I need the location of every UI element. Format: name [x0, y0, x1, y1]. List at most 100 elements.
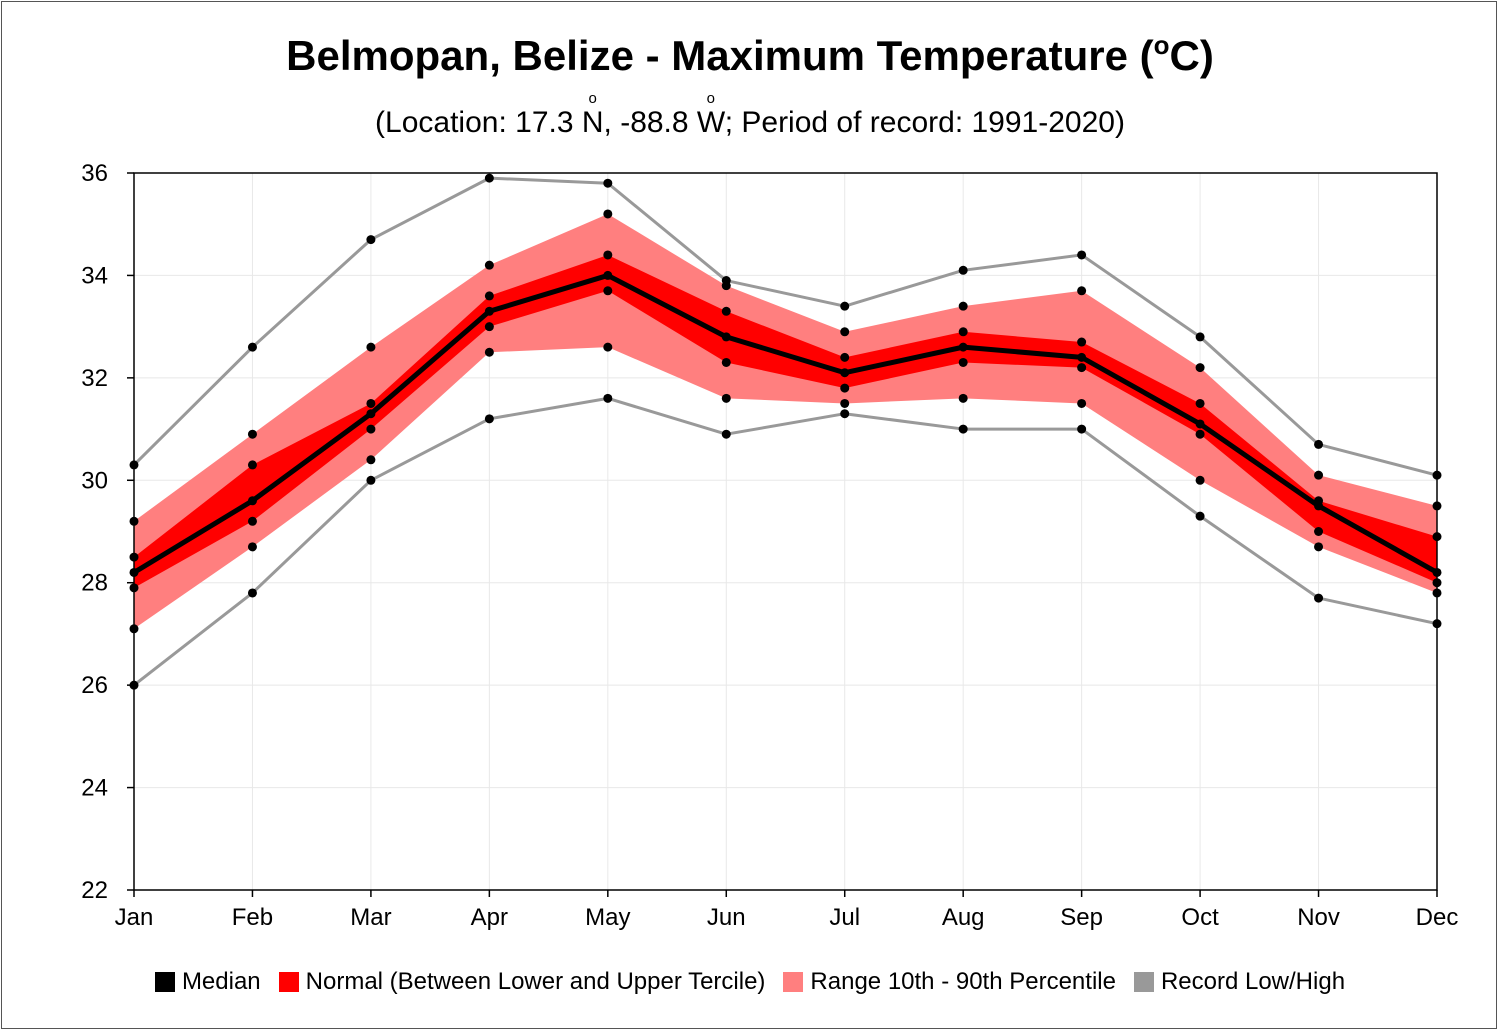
y-tick-label: 32	[81, 365, 108, 392]
data-point	[721, 357, 731, 367]
data-point	[1077, 337, 1087, 347]
legend-label: Normal (Between Lower and Upper Tercile)	[305, 968, 766, 995]
chart-legend: Median Normal (Between Lower and Upper T…	[0, 968, 1500, 996]
record-low-line	[133, 396, 1438, 687]
data-point	[840, 368, 850, 378]
data-point	[484, 306, 494, 316]
x-tick-label: May	[585, 904, 630, 931]
chart-title-degree: o	[1153, 30, 1170, 60]
data-point	[484, 291, 494, 301]
chart-title-unit: C)	[1169, 32, 1214, 79]
data-point	[958, 357, 968, 367]
x-tick-label: Nov	[1297, 904, 1340, 931]
data-point	[603, 342, 613, 352]
data-point	[603, 250, 613, 260]
median-line	[132, 272, 1439, 575]
y-tick-label: 36	[81, 160, 108, 187]
data-point	[840, 383, 850, 393]
data-point	[1195, 419, 1205, 429]
record-high-line	[132, 176, 1438, 477]
legend-swatch	[783, 972, 804, 992]
data-point	[484, 322, 494, 332]
data-point	[247, 496, 257, 506]
legend-item-record: Record Low/High	[1133, 968, 1345, 996]
data-point	[603, 178, 613, 188]
data-point	[1195, 511, 1205, 521]
y-tick-label: 28	[81, 570, 108, 597]
x-tick-label: Aug	[942, 904, 985, 931]
plot-border	[133, 172, 1438, 891]
percentile-range-band	[134, 213, 1437, 629]
data-point	[603, 286, 613, 296]
legend-label: Median	[181, 968, 261, 995]
data-point	[603, 209, 613, 219]
data-point	[1195, 363, 1205, 373]
data-point	[958, 342, 968, 352]
data-point	[247, 516, 257, 526]
x-tick-label: Jan	[115, 904, 154, 931]
data-point	[840, 301, 850, 311]
data-point	[958, 393, 968, 403]
x-tick-label: Dec	[1416, 904, 1459, 931]
data-point	[1077, 286, 1087, 296]
x-tick-label: Jun	[707, 904, 746, 931]
chart-title-text: Belmopan, Belize - Maximum Temperature (	[286, 32, 1154, 79]
data-point	[1195, 429, 1205, 439]
data-point	[1314, 593, 1324, 603]
legend-swatch	[1133, 972, 1154, 992]
legend-swatch	[154, 972, 175, 992]
data-point	[1314, 542, 1324, 552]
x-tick-label: Sep	[1060, 904, 1103, 931]
legend-swatch	[278, 972, 299, 992]
data-point	[1077, 398, 1087, 408]
data-point	[1077, 363, 1087, 373]
data-point	[247, 460, 257, 470]
data-point	[1195, 332, 1205, 342]
subtitle-part: ; Period of record: 1991-2020)	[724, 106, 1125, 139]
legend-label: Range 10th - 90th Percentile	[810, 968, 1116, 995]
subtitle-part: , -88.8	[603, 106, 697, 139]
subtitle-part: (Location: 17.3	[375, 106, 582, 139]
data-point	[1314, 501, 1324, 511]
x-tick-label: Feb	[232, 904, 273, 931]
subtitle-north: N	[582, 106, 604, 139]
data-point	[247, 342, 257, 352]
data-point	[958, 301, 968, 311]
y-tick-label: 22	[81, 877, 108, 904]
data-point	[366, 398, 376, 408]
data-point	[366, 475, 376, 485]
x-tick-label: Apr	[471, 904, 508, 931]
data-point	[1314, 439, 1324, 449]
chart-subtitle: (Location: 17.3 N, -88.8 W; Period of re…	[0, 106, 1500, 140]
data-point	[840, 409, 850, 419]
subtitle-west: W	[697, 106, 725, 139]
data-point	[603, 393, 613, 403]
data-point	[721, 429, 731, 439]
data-point	[603, 270, 613, 280]
x-tick-label: Jul	[829, 904, 860, 931]
data-point	[721, 306, 731, 316]
data-point	[1077, 250, 1087, 260]
data-point	[484, 260, 494, 270]
x-tick-label: Oct	[1181, 904, 1219, 931]
legend-item-median: Median	[154, 968, 261, 996]
data-point	[247, 542, 257, 552]
data-point	[366, 235, 376, 245]
data-point	[1314, 527, 1324, 536]
data-point	[366, 342, 376, 352]
data-point	[1195, 475, 1205, 485]
data-point	[247, 588, 257, 598]
data-point	[247, 429, 257, 439]
data-point	[1077, 424, 1087, 434]
data-point	[721, 332, 731, 342]
data-point	[1314, 470, 1324, 480]
chart-title: Belmopan, Belize - Maximum Temperature (…	[0, 30, 1500, 80]
y-tick-label: 24	[81, 775, 108, 802]
y-tick-label: 30	[81, 467, 108, 494]
data-point	[958, 424, 968, 434]
y-tick-label: 34	[81, 262, 108, 289]
y-tick-label: 26	[81, 672, 108, 699]
data-point	[1195, 398, 1205, 408]
data-point	[1077, 352, 1087, 362]
